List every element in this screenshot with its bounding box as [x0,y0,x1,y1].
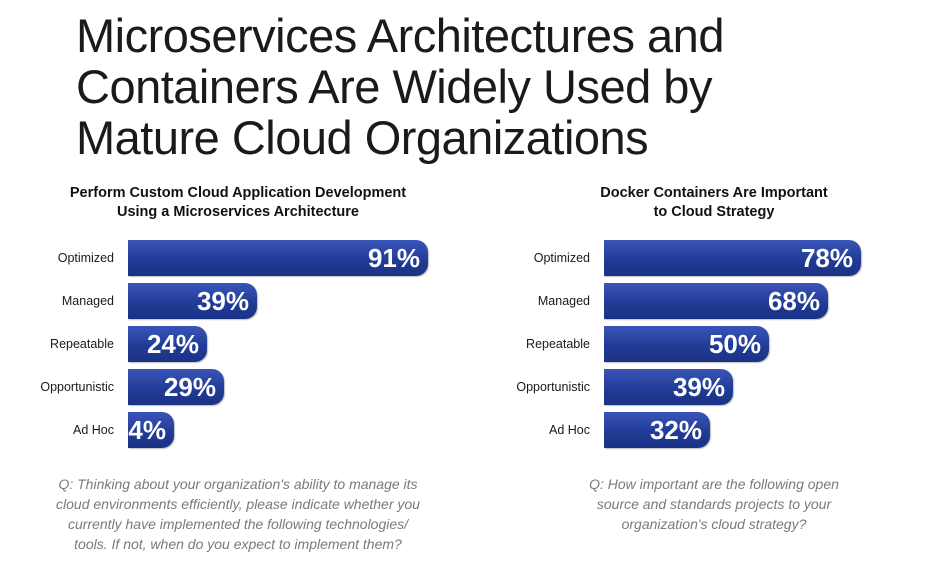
title-line-2: Containers Are Widely Used by [76,60,712,113]
survey-question: Q: Thinking about your organization's ab… [38,474,438,554]
page-title: Microservices Architectures and Containe… [76,10,916,163]
value-label: 14% [113,415,166,445]
title-line-1: Microservices Architectures and [76,9,724,62]
chart-title-line-2: Using a Microservices Architecture [116,204,360,220]
category-label: Repeatable [50,337,114,351]
title-line-3: Mature Cloud Organizations [76,111,649,164]
question-line-1: Q: How important are the following open [589,476,839,492]
bar-opportunistic: 39% [604,369,733,405]
microservices-chart: Perform Custom Cloud Application Develop… [18,184,458,554]
category-label: Ad Hoc [73,423,114,437]
question-line-2: source and standards projects to your [596,496,832,512]
question-line-1: Q: Thinking about your organization's ab… [58,476,418,492]
survey-question: Q: How important are the following open … [514,474,914,534]
value-label: 68% [767,286,820,316]
chart-title: Docker Containers Are Important to Cloud… [494,184,934,222]
value-label: 24% [146,329,199,359]
chart-title-line-1: Docker Containers Are Important [600,185,828,201]
question-line-3: currently have implemented the following… [67,516,409,532]
bar-plot: Optimized 91% Managed 39% Repeatable 24% Oppor… [18,240,458,455]
bar-plot: Optimized 78% Managed 68% Repeatable 50% Oppor… [494,240,934,455]
value-label: 29% [163,372,216,402]
value-label: 32% [649,415,702,445]
docker-chart: Docker Containers Are Important to Cloud… [494,184,934,554]
bar-managed: 68% [604,283,828,319]
question-line-2: cloud environments efficiently, please i… [56,496,420,512]
chart-title: Perform Custom Cloud Application Develop… [18,184,458,222]
bar-optimized: 91% [128,240,428,276]
category-label: Opportunistic [516,380,590,394]
bar-opportunistic: 29% [128,369,224,405]
category-label: Managed [537,294,590,308]
category-label: Repeatable [526,337,590,351]
value-label: 91% [367,243,420,273]
value-label: 39% [672,372,725,402]
bar-managed: 39% [128,283,257,319]
bar-ad-hoc: 14% [114,412,174,448]
value-label: 50% [708,329,761,359]
category-label: Ad Hoc [549,423,590,437]
category-label: Optimized [57,251,114,265]
question-line-3: organization's cloud strategy? [621,516,807,532]
value-label: 39% [196,286,249,316]
question-line-4: tools. If not, when do you expect to imp… [74,536,402,552]
bar-optimized: 78% [604,240,861,276]
chart-title-line-2: to Cloud Strategy [653,204,775,220]
category-label: Opportunistic [40,380,114,394]
bar-repeatable: 24% [128,326,207,362]
bar-repeatable: 50% [604,326,769,362]
bar-ad-hoc: 32% [604,412,710,448]
category-label: Optimized [533,251,590,265]
value-label: 78% [800,243,853,273]
chart-title-line-1: Perform Custom Cloud Application Develop… [69,185,407,201]
category-label: Managed [61,294,114,308]
